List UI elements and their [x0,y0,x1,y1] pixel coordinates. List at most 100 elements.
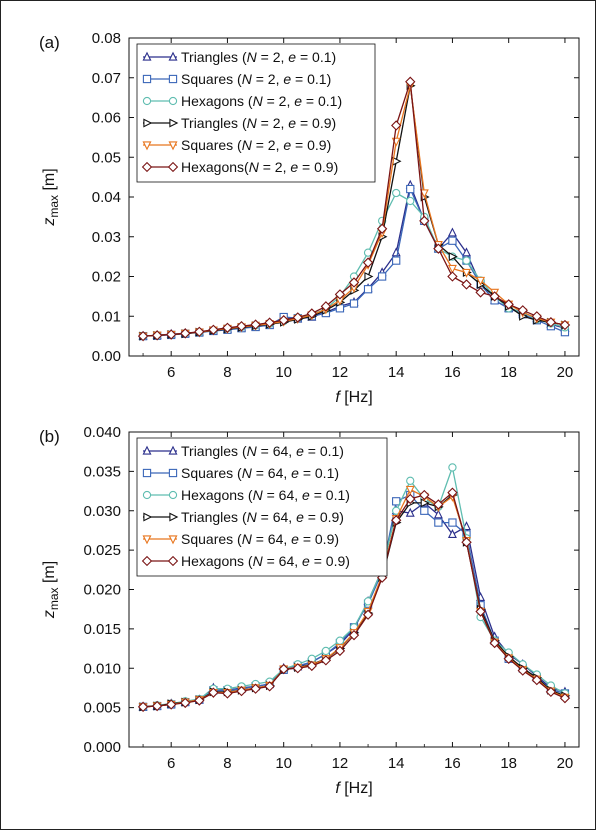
data-point [545,317,557,328]
y-tick-label: 0.01 [92,308,121,325]
y-tick-label: 0.02 [92,269,121,286]
legend-marker [142,490,152,500]
legend-marker [168,468,178,478]
data-point [392,256,401,265]
data-point [531,674,542,686]
data-point [517,665,528,676]
legend-marker [141,555,153,567]
data-point [545,686,557,698]
data-point [278,315,289,326]
legend-label: Triangles (N = 64, e = 0.9) [181,509,344,525]
x-tick-label: 16 [444,755,461,772]
legend-marker [142,96,152,106]
legend-marker [142,74,152,84]
legend-entry: Triangles (N = 64, e = 0.9) [143,509,344,525]
data-point [420,498,430,508]
data-point [419,215,430,227]
y-tick-label: 0.005 [83,700,121,717]
legend-marker [168,445,178,455]
legend-marker [143,118,153,128]
data-point [461,279,472,290]
data-point [392,188,401,198]
x-tick-label: 6 [167,364,175,381]
data-point [433,243,444,254]
x-tick-label: 12 [332,755,349,772]
data-point [559,692,571,704]
data-point [166,699,177,710]
data-point [166,329,177,340]
x-tick-label: 20 [557,364,574,381]
y-tick-label: 0.04 [92,189,121,206]
data-point [320,301,332,312]
x-tick-label: 8 [223,364,231,381]
legend-marker [142,51,152,61]
legend-marker [142,445,152,455]
y-tick-label: 0.05 [92,149,121,166]
legend-marker [168,535,178,545]
x-tick-label: 20 [557,755,574,772]
legend-marker [142,535,152,545]
y-tick-label: 0.00 [92,348,121,365]
data-point [292,663,303,674]
y-tick-label: 0.020 [83,582,121,599]
series-line [143,184,566,337]
legend-label: Hexagons (N = 2, e = 0.1) [181,93,342,109]
data-point [503,299,514,310]
y-axis-label: zmax [m] [41,168,61,226]
y-tick-label: 0.010 [83,660,121,677]
data-point [406,196,415,206]
data-point [348,629,360,641]
panel-label: (a) [39,33,60,52]
data-point [151,330,163,341]
series-5 [137,487,571,713]
data-point [320,655,332,666]
data-point [559,319,571,331]
legend-marker [167,161,179,173]
data-point [321,646,331,656]
legend-entry: Triangles (N = 2, e = 0.9) [143,115,336,131]
data-point [447,487,458,498]
data-point [405,485,415,495]
legend-label: Triangles (N = 2, e = 0.9) [181,115,336,131]
legend-marker [168,74,178,84]
data-point [420,506,429,515]
legend-label: Squares (N = 2, e = 0.1) [181,71,331,87]
y-tick-label: 0.06 [92,110,121,127]
data-point [461,537,472,548]
x-tick-label: 16 [444,364,461,381]
y-tick-label: 0.030 [83,503,121,520]
legend-marker [168,96,178,106]
legend-box [136,437,388,577]
data-point [531,311,542,322]
legend-entry: Hexagons(N = 2, e = 0.9) [141,159,338,175]
x-tick-label: 18 [500,755,517,772]
data-point [448,518,457,527]
legend-marker [168,51,178,61]
legend-entry: Hexagons (N = 64, e = 0.1) [142,487,350,503]
data-point [208,324,219,335]
legend-marker [168,141,178,151]
data-point [278,663,289,675]
y-tick-label: 0.000 [83,739,121,756]
data-point [264,317,275,328]
data-point [448,463,457,472]
data-point [462,268,471,278]
data-point [362,609,374,620]
data-point [377,272,387,281]
data-point [236,685,247,697]
series-2 [138,188,570,341]
data-point [434,518,443,527]
x-tick-label: 8 [223,755,231,772]
legend-entry: Hexagons (N = 2, e = 0.1) [142,93,342,109]
y-tick-label: 0.035 [83,463,121,480]
data-point [208,687,219,698]
x-tick-label: 14 [388,755,405,772]
data-point [236,321,247,332]
legend-entry: Squares (N = 64, e = 0.1) [142,465,339,481]
data-point [433,509,443,519]
data-point [447,264,457,274]
legend-marker [168,490,178,500]
legend-entry: Hexagons (N = 64, e = 0.9) [141,553,350,569]
